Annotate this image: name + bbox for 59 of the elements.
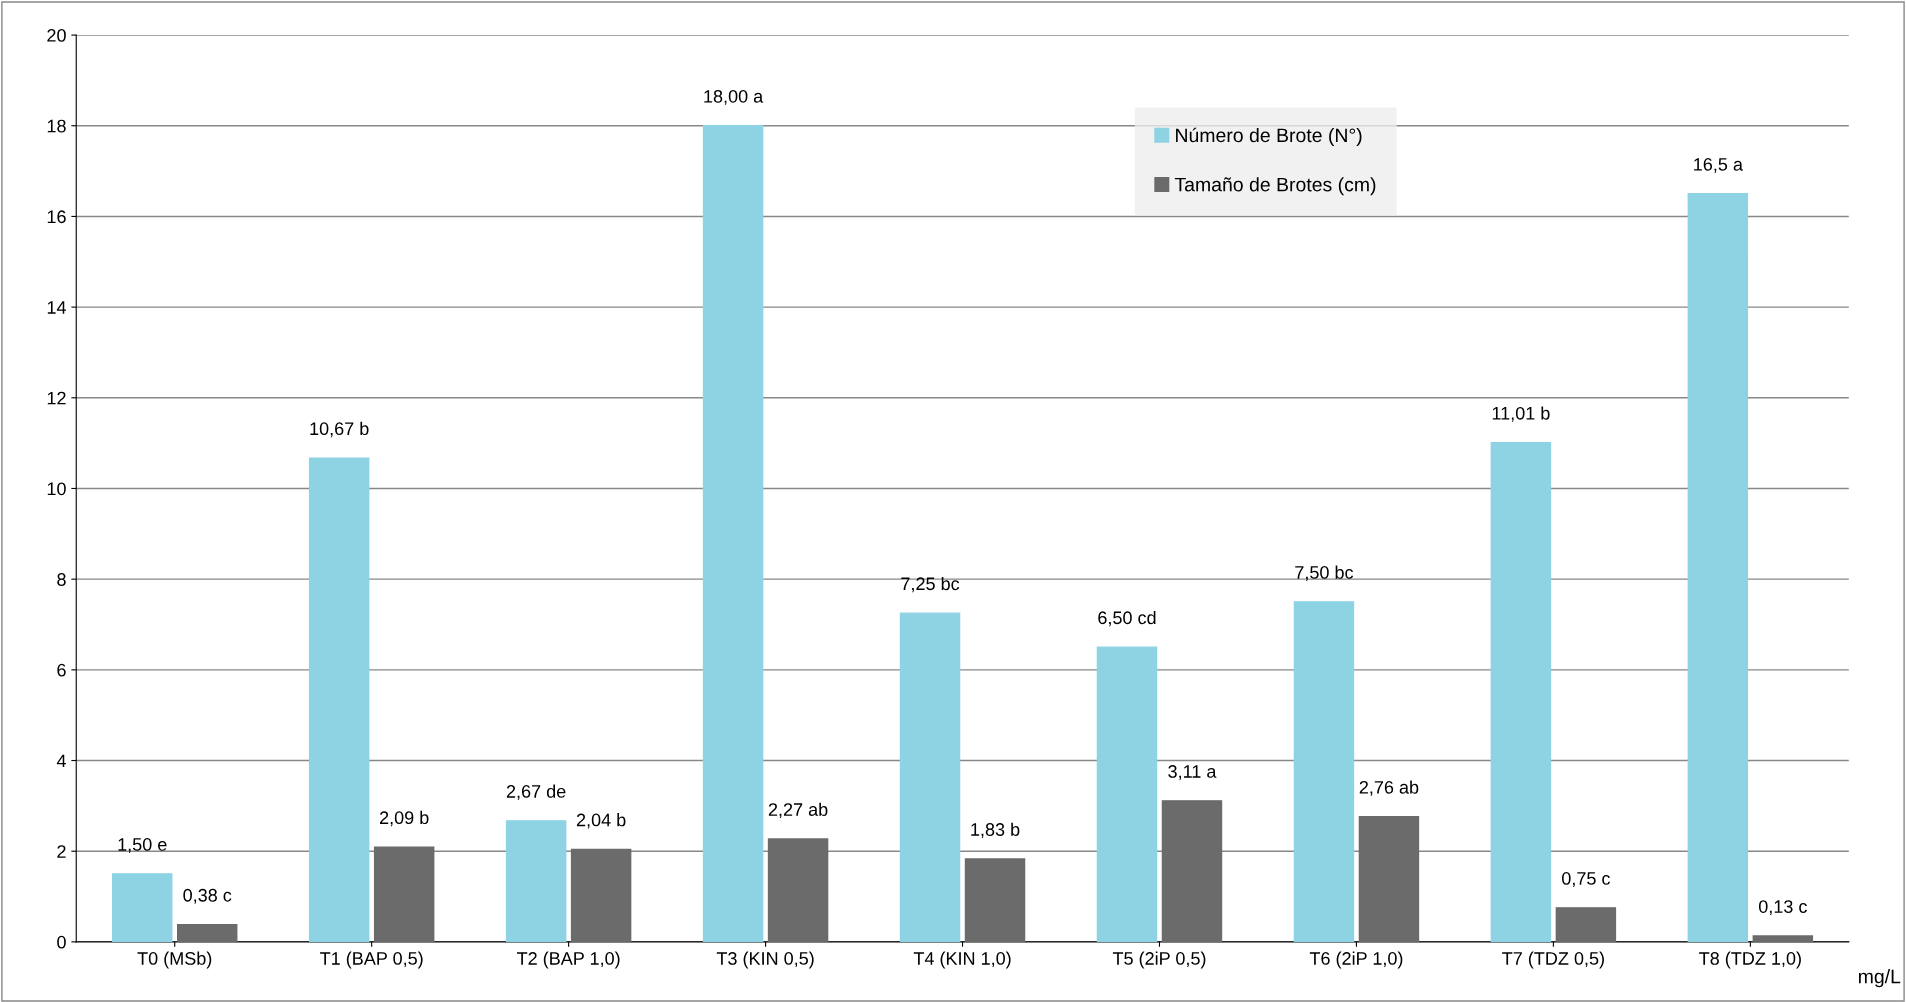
bar [1490,441,1552,942]
x-tick-label: T3 (KIN 0,5) [716,951,814,969]
bar [1358,816,1420,942]
bar [899,612,961,942]
bar [1687,193,1749,942]
y-tick-label: 20 [47,29,66,42]
data-label: 0,75 c [1562,872,1611,887]
y-tick-label: 14 [47,301,66,314]
x-axis-title: mg/L [1858,969,1901,988]
data-label: 2,27 ab [768,802,828,819]
data-label: 2,76 ab [1359,780,1419,796]
y-tick-label: 6 [57,663,66,677]
y-tick-label: 0 [57,935,66,949]
data-label: 6,50 cd [1098,610,1156,627]
y-tick-label: 18 [47,119,66,133]
x-tick-label: T6 (2iP 1,0) [1309,951,1403,969]
bar [373,846,435,942]
x-tick-label: T8 (TDZ 1,0) [1699,951,1801,969]
data-label: 1,83 b [971,822,1020,839]
data-label: 16,5 a [1694,157,1743,173]
data-label: 2,04 b [576,813,626,829]
bar [111,873,173,942]
data-label: 7,25 bc [901,576,960,593]
y-tick-label: 12 [47,391,66,405]
data-label: 2,09 b [379,810,429,827]
bar [176,923,238,942]
data-label: 0,13 c [1758,900,1807,916]
x-tick-label: T2 (BAP 1,0) [517,951,620,969]
bar [1096,646,1158,942]
legend-label: Número de Brote (N°) [1176,127,1362,147]
bar [767,838,829,942]
bar [964,858,1026,942]
data-label: 18,00 a [704,89,764,105]
data-label: 11,01 b [1492,406,1550,422]
x-tick-label: T1 (BAP 0,5) [320,951,423,969]
data-label: 7,50 bc [1295,565,1354,581]
data-label: 0,38 c [183,888,232,904]
bar [1161,800,1223,942]
y-tick-label: 4 [56,754,66,768]
x-tick-label: T0 (MSb) [137,951,212,969]
bar [1555,907,1617,942]
bar [702,125,764,942]
bar [505,820,567,942]
data-label: 3,11 a [1168,765,1217,780]
y-tick-label: 10 [47,482,66,496]
x-tick-label: T5 (2iP 0,5) [1112,951,1206,969]
x-tick-label: T7 (TDZ 0,5) [1502,951,1604,969]
x-tick-label: T4 (KIN 1,0) [913,951,1011,969]
y-tick-label: 2 [57,845,66,858]
bar [1293,601,1355,942]
data-label: 10,67 b [310,421,369,438]
y-tick-label: 16 [47,210,66,224]
bar [308,457,370,942]
data-label: 2,67 de [506,784,566,800]
data-label: 1,50 e [118,838,167,853]
legend-label: Tamaño de Brotes (cm) [1174,177,1376,196]
y-tick-label: 8 [57,573,66,586]
bar [570,848,632,942]
bar [1752,935,1814,942]
